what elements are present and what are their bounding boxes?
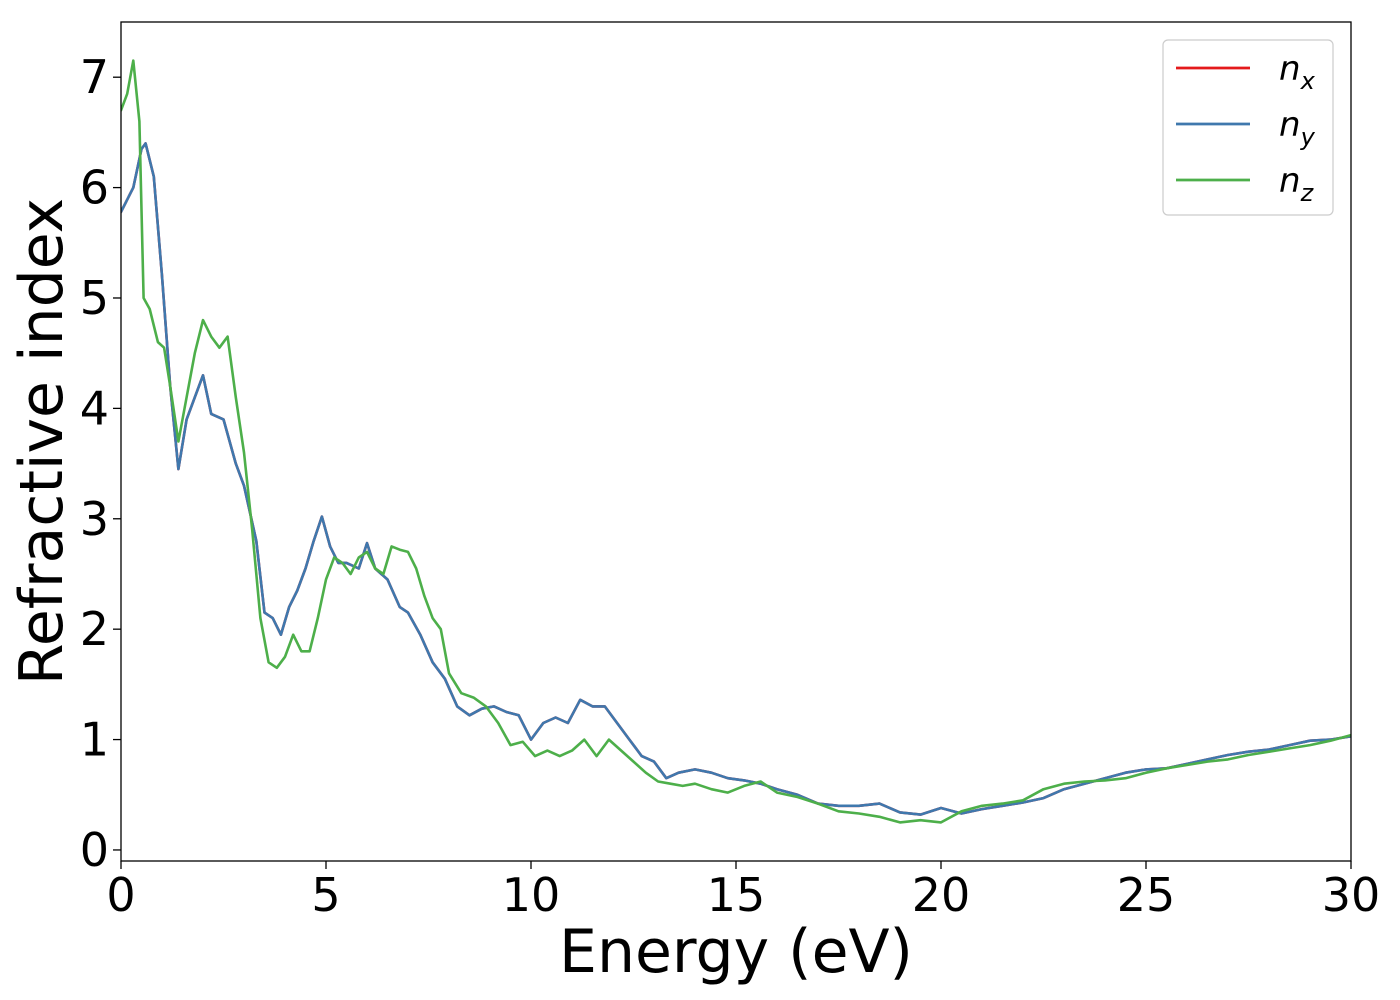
x-tick-label: 10 [502, 868, 561, 922]
y-tick-label: 7 [80, 50, 109, 104]
series-layer [121, 59, 1351, 824]
legend-label-y: ny [1279, 105, 1316, 151]
y-tick-label: 3 [80, 492, 109, 546]
y-tick-label: 5 [80, 271, 109, 325]
legend-label-x: nx [1279, 49, 1316, 95]
y-tick-label: 1 [80, 713, 109, 767]
x-axis-ticks: 0 5 10 15 20 25 30 [106, 861, 1380, 922]
series-line-z [121, 59, 1351, 824]
x-tick-label: 20 [912, 868, 971, 922]
series-line-y [121, 142, 1351, 816]
y-tick-label: 4 [80, 381, 109, 435]
y-tick-label: 0 [80, 823, 109, 877]
x-tick-label: 5 [311, 868, 340, 922]
legend: nx ny nz [1162, 39, 1334, 216]
x-axis-title: Energy (eV) [559, 917, 913, 987]
legend-label-z: nz [1279, 161, 1315, 207]
series-line-x [121, 142, 1351, 816]
x-tick-label: 30 [1322, 868, 1381, 922]
y-axis-ticks: 0 1 2 3 4 5 6 7 [80, 50, 121, 877]
x-tick-label: 0 [106, 868, 135, 922]
x-tick-label: 25 [1117, 868, 1176, 922]
y-tick-label: 6 [80, 161, 109, 215]
legend-box [1162, 39, 1334, 216]
legend-items: nx ny nz [1176, 49, 1316, 207]
y-tick-label: 2 [80, 602, 109, 656]
x-tick-label: 15 [707, 868, 766, 922]
y-axis-title: Refractive index [7, 198, 77, 685]
